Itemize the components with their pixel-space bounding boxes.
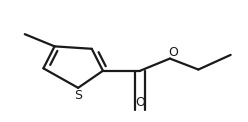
Text: O: O bbox=[135, 96, 145, 109]
Text: S: S bbox=[74, 89, 82, 102]
Text: O: O bbox=[169, 46, 179, 59]
